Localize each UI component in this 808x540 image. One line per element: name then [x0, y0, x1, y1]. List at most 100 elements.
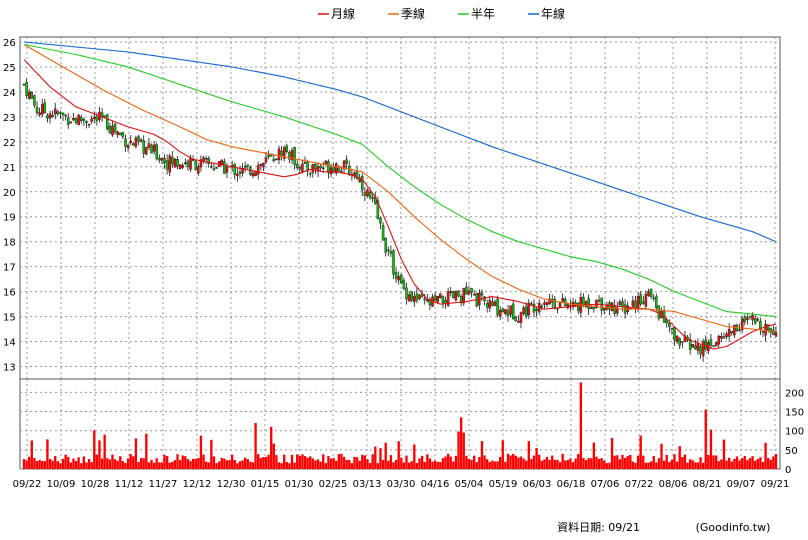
volume-bar	[673, 454, 676, 469]
volume-bar	[743, 455, 746, 469]
volume-bar	[93, 430, 96, 469]
volume-bar	[512, 453, 515, 469]
volume-bar	[636, 455, 640, 469]
candle-body	[491, 301, 494, 306]
volume-bar	[655, 462, 658, 469]
candle-body	[293, 147, 296, 165]
candle-body	[753, 318, 757, 324]
volume-bar	[418, 458, 421, 469]
volume-bar	[207, 462, 210, 469]
x-tick-label: 10/28	[81, 479, 110, 490]
candle-body	[530, 303, 533, 305]
candle-body	[368, 192, 372, 198]
source-label: (Goodinfo.tw)	[696, 521, 771, 534]
volume-bar	[230, 454, 234, 469]
volume-bar	[433, 460, 437, 469]
candle-body	[774, 332, 778, 337]
volume-bar	[350, 463, 354, 469]
volume-bar	[267, 454, 270, 469]
candle-body	[163, 158, 166, 163]
candle-body	[577, 302, 580, 311]
volume-bar	[701, 462, 705, 469]
candle-body	[616, 307, 619, 314]
volume-bar	[556, 459, 559, 469]
candle-body	[308, 173, 312, 175]
candle-body	[675, 335, 679, 342]
candle-body	[82, 119, 86, 121]
volume-tick-label: 50	[785, 446, 798, 457]
volume-bar	[238, 461, 242, 469]
volume-bar	[496, 461, 499, 469]
candle-body	[173, 159, 177, 168]
candle-body	[355, 171, 359, 180]
volume-bar	[683, 454, 687, 469]
candle-body	[545, 302, 549, 305]
candle-body	[236, 173, 239, 177]
candle-body	[764, 323, 767, 336]
volume-panel: 0 50 100 150 200	[19, 378, 804, 476]
candle-body	[766, 324, 770, 331]
volume-bar	[309, 456, 312, 469]
candle-body	[454, 290, 458, 301]
volume-bar	[85, 462, 88, 469]
candle-body	[243, 165, 247, 169]
volume-bar	[173, 460, 177, 469]
volume-bar	[72, 458, 75, 469]
volume-bar	[569, 458, 572, 469]
candle-body	[694, 345, 697, 350]
volume-bar	[290, 454, 294, 469]
volume-bar	[158, 462, 161, 469]
volume-bar	[142, 458, 145, 469]
volume-bar	[46, 439, 49, 469]
volume-bar	[100, 458, 104, 469]
candle-body	[59, 112, 62, 114]
candle-body	[25, 82, 28, 96]
volume-bar	[485, 459, 489, 469]
volume-bar	[176, 454, 179, 469]
volume-bar	[155, 458, 158, 469]
candle-body	[35, 107, 39, 113]
volume-bar	[150, 459, 153, 469]
volume-bar	[80, 463, 83, 469]
volume-bar	[225, 460, 229, 469]
volume-bar	[220, 457, 223, 469]
volume-bar	[59, 463, 62, 469]
volume-bar	[126, 458, 130, 469]
volume-bar	[392, 462, 395, 469]
candle-body	[337, 166, 341, 172]
candle-body	[522, 307, 525, 315]
candle-body	[282, 147, 286, 159]
candle-body	[256, 165, 260, 175]
candle-body	[327, 160, 330, 173]
volume-bar	[634, 462, 637, 469]
candle-body	[493, 301, 497, 307]
candle-body	[608, 302, 611, 310]
candle-body	[449, 291, 452, 294]
x-tick-label: 11/27	[149, 479, 178, 490]
volume-bar	[532, 455, 536, 469]
candle-body	[319, 165, 322, 169]
x-tick-label: 01/30	[285, 479, 314, 490]
candle-body	[40, 104, 44, 115]
volume-bar	[561, 453, 564, 469]
volume-bar	[124, 462, 127, 469]
volume-bar	[553, 459, 556, 469]
volume-bar	[191, 458, 195, 469]
volume-bar	[444, 456, 447, 469]
candle-body	[517, 320, 520, 323]
candle-body	[210, 166, 213, 168]
candle-body	[387, 249, 390, 252]
candle-body	[485, 303, 489, 308]
x-tick-label: 12/30	[217, 479, 246, 490]
candle-body	[303, 162, 307, 164]
candle-body	[87, 123, 91, 126]
volume-bar	[77, 457, 80, 469]
volume-bar	[644, 462, 648, 469]
candle-body	[514, 316, 518, 322]
volume-bar	[296, 454, 299, 469]
ma-line	[23, 43, 777, 318]
x-tick-label: 06/18	[557, 479, 586, 490]
volume-bar	[270, 426, 273, 469]
price-tick-label: 25	[3, 63, 16, 74]
